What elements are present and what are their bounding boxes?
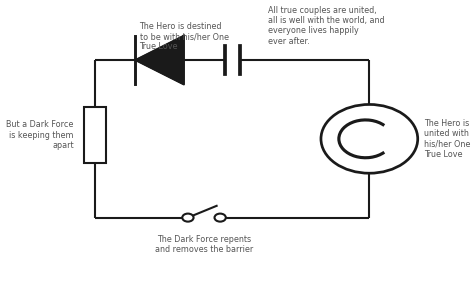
Polygon shape xyxy=(136,36,184,84)
Text: The Hero is destined
to be with his/her One
True Love: The Hero is destined to be with his/her … xyxy=(139,22,228,51)
Text: All true couples are united,
all is well with the world, and
everyone lives happ: All true couples are united, all is well… xyxy=(268,6,384,46)
Text: The Hero is
united with
his/her One
True Love: The Hero is united with his/her One True… xyxy=(424,119,470,159)
Text: The Dark Force repents
and removes the barrier: The Dark Force repents and removes the b… xyxy=(155,235,253,254)
Circle shape xyxy=(321,105,418,173)
Bar xyxy=(84,107,107,163)
Circle shape xyxy=(215,214,226,222)
Circle shape xyxy=(182,214,193,222)
Text: But a Dark Force
is keeping them
apart: But a Dark Force is keeping them apart xyxy=(7,120,74,150)
